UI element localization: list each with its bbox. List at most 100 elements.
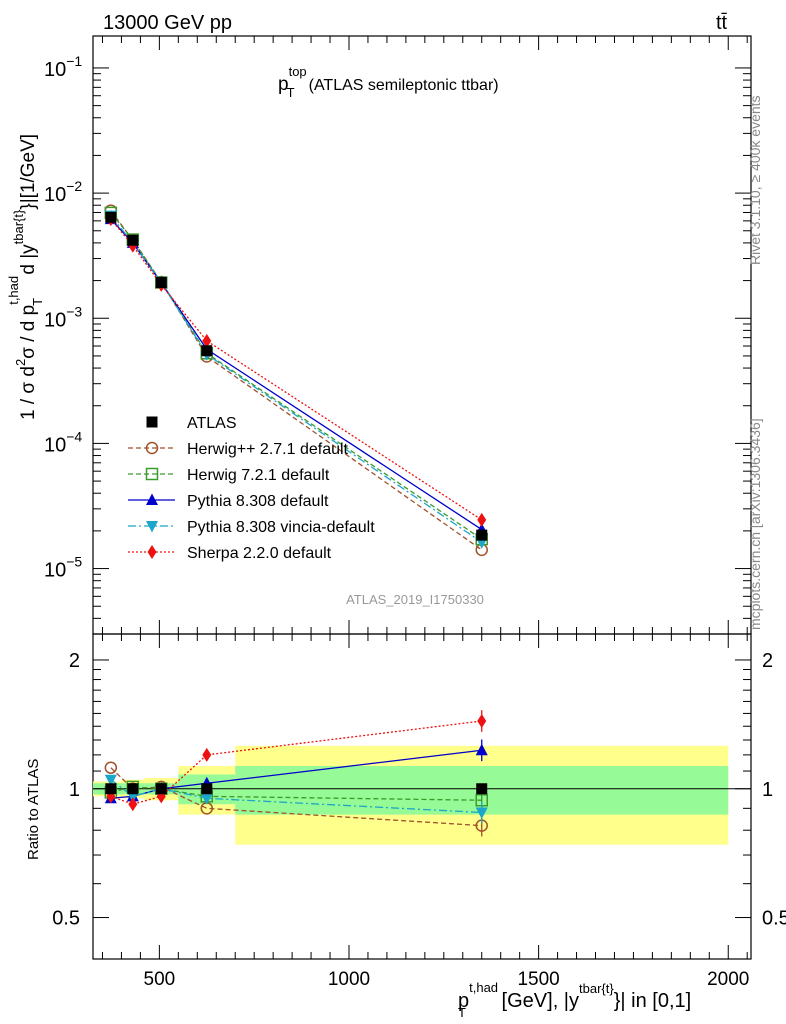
x-tick-label: 2000 bbox=[707, 969, 749, 990]
ratio-point-atlas bbox=[201, 783, 213, 795]
title-rest: (ATLAS semileptonic ttbar) bbox=[309, 77, 499, 94]
ratio-point-vincia bbox=[475, 807, 488, 820]
xlabel-part-5: }| in [0,1] bbox=[614, 990, 691, 1012]
ylabel-part-4: T bbox=[30, 298, 45, 306]
series-line-herwigpp bbox=[110, 210, 483, 551]
ratio-point-vincia bbox=[200, 793, 213, 805]
data-point-atlas bbox=[201, 345, 213, 357]
legend-label-herwigpp: Herwig++ 2.7.1 default bbox=[187, 441, 349, 458]
process-label: tt̄ bbox=[716, 12, 728, 34]
y-tick-exp: −1 bbox=[66, 53, 82, 69]
ratio-series-atlas bbox=[105, 783, 488, 795]
y-tick-exp: −4 bbox=[66, 428, 82, 444]
main-series-layer bbox=[104, 204, 488, 557]
data-point-atlas bbox=[105, 211, 117, 223]
legend-marker-vincia bbox=[146, 521, 158, 533]
legend-marker-sherpa bbox=[147, 545, 157, 559]
ratio-line-vincia bbox=[110, 779, 482, 814]
series-line-sherpa bbox=[110, 218, 483, 521]
ylabel-part-5: d |y bbox=[18, 244, 39, 280]
legend: ATLAS Herwig++ 2.7.1 default Herwig 7.2.1 … bbox=[128, 415, 375, 562]
rivet-label: Rivet 3.1.10, ≥ 400k events bbox=[747, 95, 763, 265]
ratio-y-tick-label: 0.5 bbox=[52, 908, 80, 930]
ratio-point-atlas bbox=[105, 783, 117, 795]
x-tick-label: 1500 bbox=[517, 969, 559, 990]
ratio-point-sherpa bbox=[477, 714, 487, 729]
y-tick-base: 10 bbox=[44, 184, 66, 206]
series-atlas bbox=[105, 211, 488, 541]
ratio-point-sherpa bbox=[202, 747, 212, 762]
x-tick-label: 500 bbox=[144, 969, 176, 990]
legend-label-sherpa: Sherpa 2.2.0 default bbox=[187, 545, 332, 562]
main-y-axis-label: 1 / σ d2σ / d pt,had T d |ytbar{t}}|[1/Ge… bbox=[6, 134, 45, 420]
legend-label-vincia: Pythia 8.308 vincia-default bbox=[187, 519, 375, 536]
series-line-herwig7 bbox=[110, 212, 483, 540]
y-tick-exp: −2 bbox=[66, 178, 82, 194]
ratio-series-layer bbox=[104, 710, 488, 837]
ratio-point-atlas bbox=[155, 783, 167, 795]
data-point-atlas bbox=[127, 234, 139, 246]
legend-label-atlas: ATLAS bbox=[187, 415, 237, 432]
ratio-point-herwigpp bbox=[104, 761, 118, 774]
legend-label-herwig7: Herwig 7.2.1 default bbox=[187, 467, 330, 484]
xlabel-part-4: tbar{t} bbox=[579, 981, 614, 996]
x-tick-label: 1000 bbox=[328, 969, 370, 990]
ylabel-part-6: tbar{t} bbox=[11, 209, 26, 244]
legend-label-pythia: Pythia 8.308 default bbox=[187, 493, 329, 510]
plot-title: ptop T (ATLAS semileptonic ttbar) bbox=[278, 64, 499, 100]
xlabel-part-0: p bbox=[458, 990, 469, 1012]
mcplots-label: mcplots.cern.ch [arXiv:1306.3436] bbox=[747, 418, 763, 630]
y-tick-label: 10−1 bbox=[44, 53, 82, 81]
xlabel-part-1: t,had bbox=[469, 980, 498, 995]
ylabel-part-2: σ / d p bbox=[18, 305, 39, 359]
legend-entry-atlas: ATLAS bbox=[146, 415, 237, 432]
ratio-point-sherpa bbox=[128, 797, 138, 812]
ratio-y-axis-label: Ratio to ATLAS bbox=[25, 759, 42, 860]
x-axis-label: pt,had T [GeV], |ytbar{t}}| in [0,1] bbox=[458, 980, 691, 1020]
ratio-y-tick-label: 1 bbox=[69, 779, 80, 801]
legend-marker-atlas bbox=[146, 416, 158, 428]
y-tick-base: 10 bbox=[44, 560, 66, 582]
title-sup: top bbox=[289, 64, 307, 79]
y-tick-base: 10 bbox=[44, 434, 66, 456]
ratio-y-tick-label-right: 2 bbox=[762, 650, 773, 672]
ratio-point-atlas bbox=[127, 783, 139, 795]
ratio-y-tick-label-right: 1 bbox=[762, 779, 773, 801]
ratio-y-tick-label-right: 0.5 bbox=[762, 908, 786, 930]
legend-marker-herwig7 bbox=[145, 467, 159, 481]
legend-entry-pythia: Pythia 8.308 default bbox=[128, 493, 329, 510]
ratio-point-atlas bbox=[476, 783, 488, 795]
legend-entry-sherpa: Sherpa 2.2.0 default bbox=[128, 545, 332, 562]
ratio-point-vincia bbox=[104, 774, 117, 787]
ratio-point-pythia bbox=[475, 743, 488, 756]
y-tick-exp: −3 bbox=[66, 303, 82, 319]
legend-entry-herwigpp: Herwig++ 2.7.1 default bbox=[128, 441, 349, 458]
y-tick-label: 10−3 bbox=[44, 303, 82, 331]
ratio-y-tick-label: 2 bbox=[69, 650, 80, 672]
title-sub: T bbox=[287, 85, 295, 100]
ylabel-part-3: t,had bbox=[6, 276, 21, 305]
data-point-sherpa bbox=[202, 333, 212, 348]
xlabel-part-3: [GeV], |y bbox=[496, 990, 579, 1012]
legend-entry-herwig7: Herwig 7.2.1 default bbox=[128, 467, 330, 484]
y-tick-label: 10−2 bbox=[44, 178, 82, 206]
analysis-watermark: ATLAS_2019_I1750330 bbox=[346, 592, 484, 607]
ratio-plot-frame bbox=[92, 633, 752, 960]
legend-entry-vincia: Pythia 8.308 vincia-default bbox=[128, 519, 375, 536]
y-tick-exp: −5 bbox=[66, 554, 82, 570]
ratio-uncertainty-bands bbox=[93, 745, 729, 845]
title-main: p bbox=[278, 74, 289, 95]
y-tick-base: 10 bbox=[44, 59, 66, 81]
y-tick-label: 10−4 bbox=[44, 428, 82, 456]
legend-marker-herwigpp bbox=[145, 441, 159, 455]
data-point-atlas bbox=[155, 277, 167, 289]
ylabel-part-7: }|[1/GeV] bbox=[18, 134, 39, 210]
ratio-series-vincia bbox=[104, 774, 488, 824]
y-tick-label: 10−5 bbox=[44, 554, 82, 582]
ylabel-part-1: 2 bbox=[13, 359, 28, 366]
data-point-atlas bbox=[476, 529, 488, 541]
data-point-sherpa bbox=[477, 512, 487, 527]
energy-label: 13000 GeV pp bbox=[103, 12, 232, 34]
